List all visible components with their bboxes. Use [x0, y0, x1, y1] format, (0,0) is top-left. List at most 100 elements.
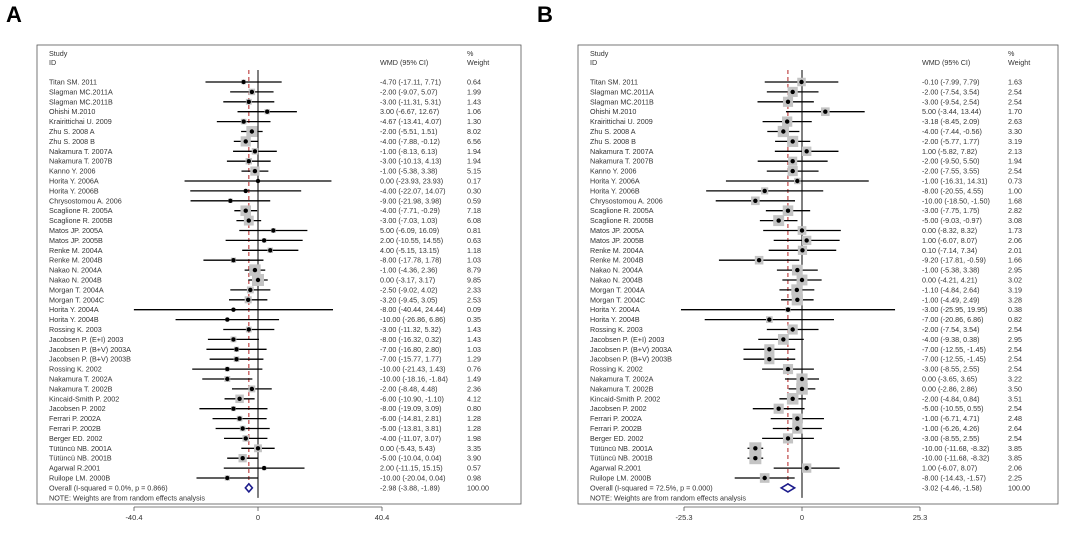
point-estimate — [252, 149, 258, 154]
study-weight: 2.36 — [467, 384, 481, 393]
study-ci: -4.00 (-7.44, -0.56) — [922, 127, 982, 136]
study-name: Matos JP. 2005A — [590, 226, 644, 235]
point-estimate — [243, 436, 248, 441]
study-ci: -2.00 (-9.07, 5.07) — [380, 87, 438, 96]
study-ci: -1.00 (-6.26, 4.26) — [922, 424, 980, 433]
study-ci: -2.00 (-9.50, 5.50) — [922, 157, 980, 166]
point-estimate — [241, 119, 246, 124]
study-ci: -1.00 (-5.38, 3.38) — [922, 266, 980, 275]
point-estimate — [234, 357, 239, 362]
point-estimate — [795, 178, 800, 184]
study-weight: 8.79 — [467, 266, 481, 275]
study-weight: 1.43 — [467, 335, 481, 344]
study-weight: 5.15 — [467, 167, 481, 176]
study-name: Ferrari P. 2002B — [590, 424, 642, 433]
x-tick-label: -40.4 — [125, 513, 142, 522]
study-weight: 1.66 — [1008, 256, 1022, 265]
study-weight: 3.85 — [1008, 444, 1022, 453]
point-estimate — [781, 129, 786, 134]
study-weight: 3.19 — [1008, 137, 1022, 146]
point-estimate — [225, 376, 230, 382]
study-name: Zhu S. 2008 A — [590, 127, 636, 136]
point-estimate — [240, 426, 245, 431]
point-estimate — [767, 317, 772, 322]
study-ci: -5.00 (-10.04, 0.04) — [380, 454, 442, 463]
study-ci: 0.00 (-8.32, 8.32) — [922, 226, 977, 235]
study-weight: 2.53 — [467, 295, 481, 304]
plot-frame — [577, 44, 1059, 505]
study-ci: -10.00 (-11.68, -8.32) — [922, 454, 989, 463]
study-name: Jacobsen P. (B+V) 2003A — [590, 345, 672, 354]
point-estimate — [795, 297, 800, 302]
study-weight: 3.90 — [467, 454, 481, 463]
study-weight: 8.02 — [467, 127, 481, 136]
study-ci: -4.00 (-11.07, 3.07) — [380, 434, 441, 443]
study-ci: 1.00 (-6.07, 8.07) — [922, 464, 977, 473]
study-ci: -1.00 (-4.36, 2.36) — [380, 266, 438, 275]
study-name: Scaglione R. 2005A — [49, 206, 113, 215]
study-weight: 2.54 — [1008, 365, 1022, 374]
study-weight: 2.95 — [1008, 266, 1022, 275]
study-ci: -8.00 (-19.09, 3.09) — [380, 404, 442, 413]
plot-frame — [36, 44, 522, 505]
x-tick-label: 0 — [256, 513, 260, 522]
study-name: Jacobsen P. (E+I) 2003 — [49, 335, 123, 344]
point-estimate — [795, 426, 800, 431]
study-ci: -1.00 (-8.13, 6.13) — [380, 147, 438, 156]
study-name: Scaglione R. 2005B — [49, 216, 113, 225]
study-weight: 0.73 — [1008, 177, 1022, 186]
point-estimate — [790, 159, 795, 164]
header-pct: % — [467, 49, 474, 58]
study-name: Berger ED. 2002 — [590, 434, 644, 443]
study-weight: 2.06 — [1008, 236, 1022, 245]
study-name: Morgan T. 2004C — [49, 295, 104, 304]
study-weight: 0.82 — [1008, 315, 1022, 324]
point-estimate — [753, 198, 758, 203]
study-name: Morgan T. 2004A — [590, 285, 645, 294]
study-weight: 2.63 — [1008, 117, 1022, 126]
study-name: Jacobsen P. 2002 — [49, 404, 106, 413]
point-estimate — [776, 218, 781, 223]
study-name: Zhu S. 2008 B — [49, 137, 95, 146]
study-weight: 6.08 — [467, 216, 481, 225]
study-ci: 2.00 (-11.15, 15.15) — [380, 464, 443, 473]
study-name: Nakamura T. 2002B — [49, 384, 113, 393]
study-name: Matos JP. 2005A — [49, 226, 103, 235]
study-name: Rossing K. 2002 — [49, 365, 102, 374]
point-estimate — [225, 475, 230, 481]
point-estimate — [799, 376, 805, 382]
study-weight: 0.81 — [467, 226, 481, 235]
study-ci: -2.00 (-8.48, 4.48) — [380, 384, 438, 393]
study-ci: -5.00 (-10.55, 0.55) — [922, 404, 984, 413]
point-estimate — [252, 168, 258, 174]
overall-diamond — [779, 482, 797, 493]
study-ci: -5.00 (-9.03, -0.97) — [922, 216, 982, 225]
study-weight: 2.54 — [1008, 434, 1022, 443]
study-ci: -3.00 (-9.54, 2.54) — [922, 97, 980, 106]
header-study: Study — [590, 49, 609, 58]
study-weight: 0.57 — [467, 464, 481, 473]
study-name: Horita Y. 2004A — [49, 305, 99, 314]
x-tick-label: -25.3 — [675, 513, 692, 522]
study-name: Ruilope LM. 2000B — [49, 474, 110, 483]
study-name: Slagman MC.2011B — [590, 97, 654, 106]
study-name: Jacobsen P. (B+V) 2003B — [49, 355, 131, 364]
study-weight: 1.94 — [467, 157, 481, 166]
study-ci: -3.00 (-7.03, 1.03) — [380, 216, 438, 225]
point-estimate — [790, 89, 795, 95]
study-name: Tütüncü NB. 2001B — [49, 454, 112, 463]
study-name: Chrysostomou A. 2006 — [49, 196, 122, 205]
point-estimate — [762, 475, 767, 481]
study-ci: -3.00 (-10.13, 4.13) — [380, 157, 442, 166]
study-name: Krairittichai U. 2009 — [49, 117, 112, 126]
study-name: Matos JP. 2005B — [49, 236, 103, 245]
point-estimate — [231, 406, 236, 411]
study-name: Jacobsen P. (E+I) 2003 — [590, 335, 664, 344]
study-ci: -2.00 (-7.54, 3.54) — [922, 325, 980, 334]
point-estimate — [753, 456, 758, 461]
study-ci: 5.00 (-3.44, 13.44) — [922, 107, 981, 116]
study-name: Nakao N. 2004A — [590, 266, 643, 275]
study-ci: 0.00 (-3.65, 3.65) — [922, 375, 977, 384]
study-ci: -10.00 (-20.04, 0.04) — [380, 474, 446, 483]
